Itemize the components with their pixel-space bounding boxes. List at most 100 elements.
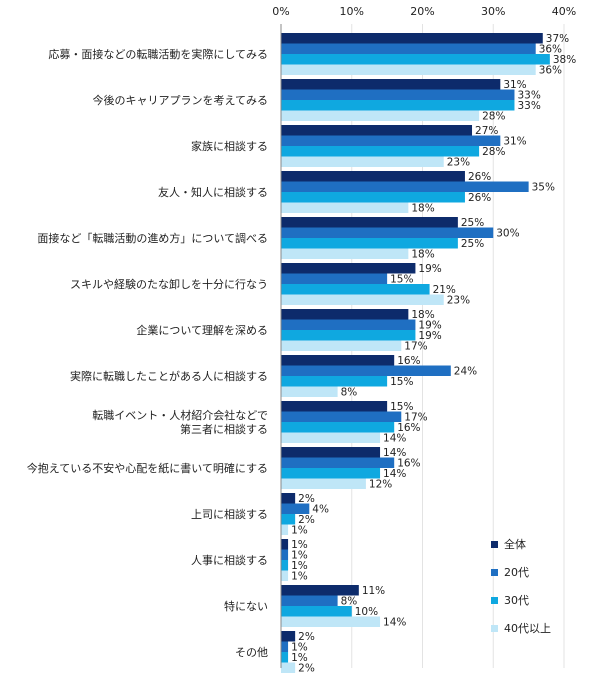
data-label: 23%	[447, 295, 470, 307]
x-tick-label: 0%	[272, 5, 289, 18]
bar	[281, 64, 536, 75]
bar	[281, 539, 289, 550]
data-label: 12%	[369, 479, 392, 491]
category-label: 上司に相談する	[191, 507, 268, 521]
bar	[281, 478, 366, 489]
category-label: 友人・知人に相談する	[158, 185, 268, 199]
legend-swatch	[491, 569, 498, 576]
data-label: 15%	[390, 376, 413, 388]
bar	[281, 652, 289, 663]
data-label: 30%	[496, 228, 519, 240]
data-label: 1%	[291, 525, 308, 537]
data-label: 21%	[433, 284, 456, 296]
bar	[281, 432, 381, 443]
category-label: 今後のキャリアプランを考えてみる	[93, 93, 268, 107]
bar	[281, 355, 395, 366]
data-label: 19%	[418, 263, 441, 275]
data-label: 15%	[390, 274, 413, 286]
data-label: 25%	[461, 238, 484, 250]
bar	[281, 616, 381, 627]
data-label: 14%	[383, 468, 406, 480]
legend-label: 20代	[504, 566, 529, 579]
bar	[281, 570, 289, 581]
bar	[281, 227, 494, 238]
bar	[281, 43, 536, 54]
data-label: 31%	[503, 136, 526, 148]
bar	[281, 319, 416, 330]
data-label: 33%	[517, 90, 540, 102]
bar	[281, 135, 501, 146]
data-label: 31%	[503, 79, 526, 91]
category-label: 転職イベント・人材紹介会社などで	[92, 408, 268, 422]
bar	[281, 146, 480, 157]
x-tick-label: 40%	[552, 5, 576, 18]
bar	[281, 422, 395, 433]
data-label: 18%	[411, 203, 434, 215]
legend-swatch	[491, 597, 498, 604]
bar	[281, 340, 402, 351]
data-label: 16%	[397, 355, 420, 367]
data-label: 2%	[298, 514, 315, 526]
bar	[281, 447, 381, 458]
bar	[281, 238, 458, 249]
data-label: 8%	[341, 596, 358, 608]
x-tick-label: 30%	[481, 5, 505, 18]
bar	[281, 365, 451, 376]
data-label: 15%	[390, 401, 413, 413]
bar	[281, 156, 444, 167]
data-label: 16%	[397, 422, 420, 434]
bar	[281, 273, 388, 284]
legend-label: 40代以上	[504, 622, 551, 635]
data-label: 1%	[291, 571, 308, 583]
bar	[281, 309, 409, 320]
legend-swatch	[491, 625, 498, 632]
data-label: 28%	[482, 146, 505, 158]
data-label: 35%	[532, 182, 555, 194]
data-label: 33%	[517, 100, 540, 112]
data-label: 38%	[553, 54, 576, 66]
bar	[281, 376, 388, 387]
bar	[281, 89, 515, 100]
category-label: 特にない	[224, 599, 268, 613]
data-label: 18%	[411, 309, 434, 321]
bar	[281, 631, 296, 642]
data-label: 16%	[397, 458, 420, 470]
data-label: 36%	[539, 44, 562, 56]
bar	[281, 202, 409, 213]
data-label: 14%	[383, 447, 406, 459]
category-label: 応募・面接などの転職活動を実際にしてみる	[48, 47, 268, 61]
bar	[281, 54, 550, 65]
bar	[281, 606, 352, 617]
bar	[281, 100, 515, 111]
data-label: 8%	[341, 387, 358, 399]
bar	[281, 457, 395, 468]
bar	[281, 33, 543, 44]
bar	[281, 125, 473, 136]
bar	[281, 493, 296, 504]
data-label: 23%	[447, 157, 470, 169]
category-label: 実際に転職したことがある人に相談する	[70, 369, 268, 383]
bar	[281, 330, 416, 341]
bar	[281, 263, 416, 274]
category-label: 面接など「転職活動の進め方」について調べる	[37, 231, 268, 245]
data-label: 25%	[461, 217, 484, 229]
bar	[281, 217, 458, 228]
bar	[281, 248, 409, 259]
data-label: 14%	[383, 617, 406, 629]
data-label: 36%	[539, 65, 562, 77]
bar	[281, 468, 381, 479]
bar	[281, 110, 480, 121]
legend-swatch	[491, 541, 498, 548]
data-label: 14%	[383, 433, 406, 445]
category-label: 第三者に相談する	[180, 422, 268, 436]
data-label: 1%	[291, 560, 308, 572]
data-label: 2%	[298, 663, 315, 675]
category-label: スキルや経験のたな卸しを十分に行なう	[70, 277, 268, 291]
bar	[281, 192, 465, 203]
bar	[281, 503, 310, 514]
data-label: 19%	[418, 320, 441, 332]
bar	[281, 401, 388, 412]
bar	[281, 524, 289, 535]
data-label: 17%	[404, 412, 427, 424]
bar	[281, 411, 402, 422]
